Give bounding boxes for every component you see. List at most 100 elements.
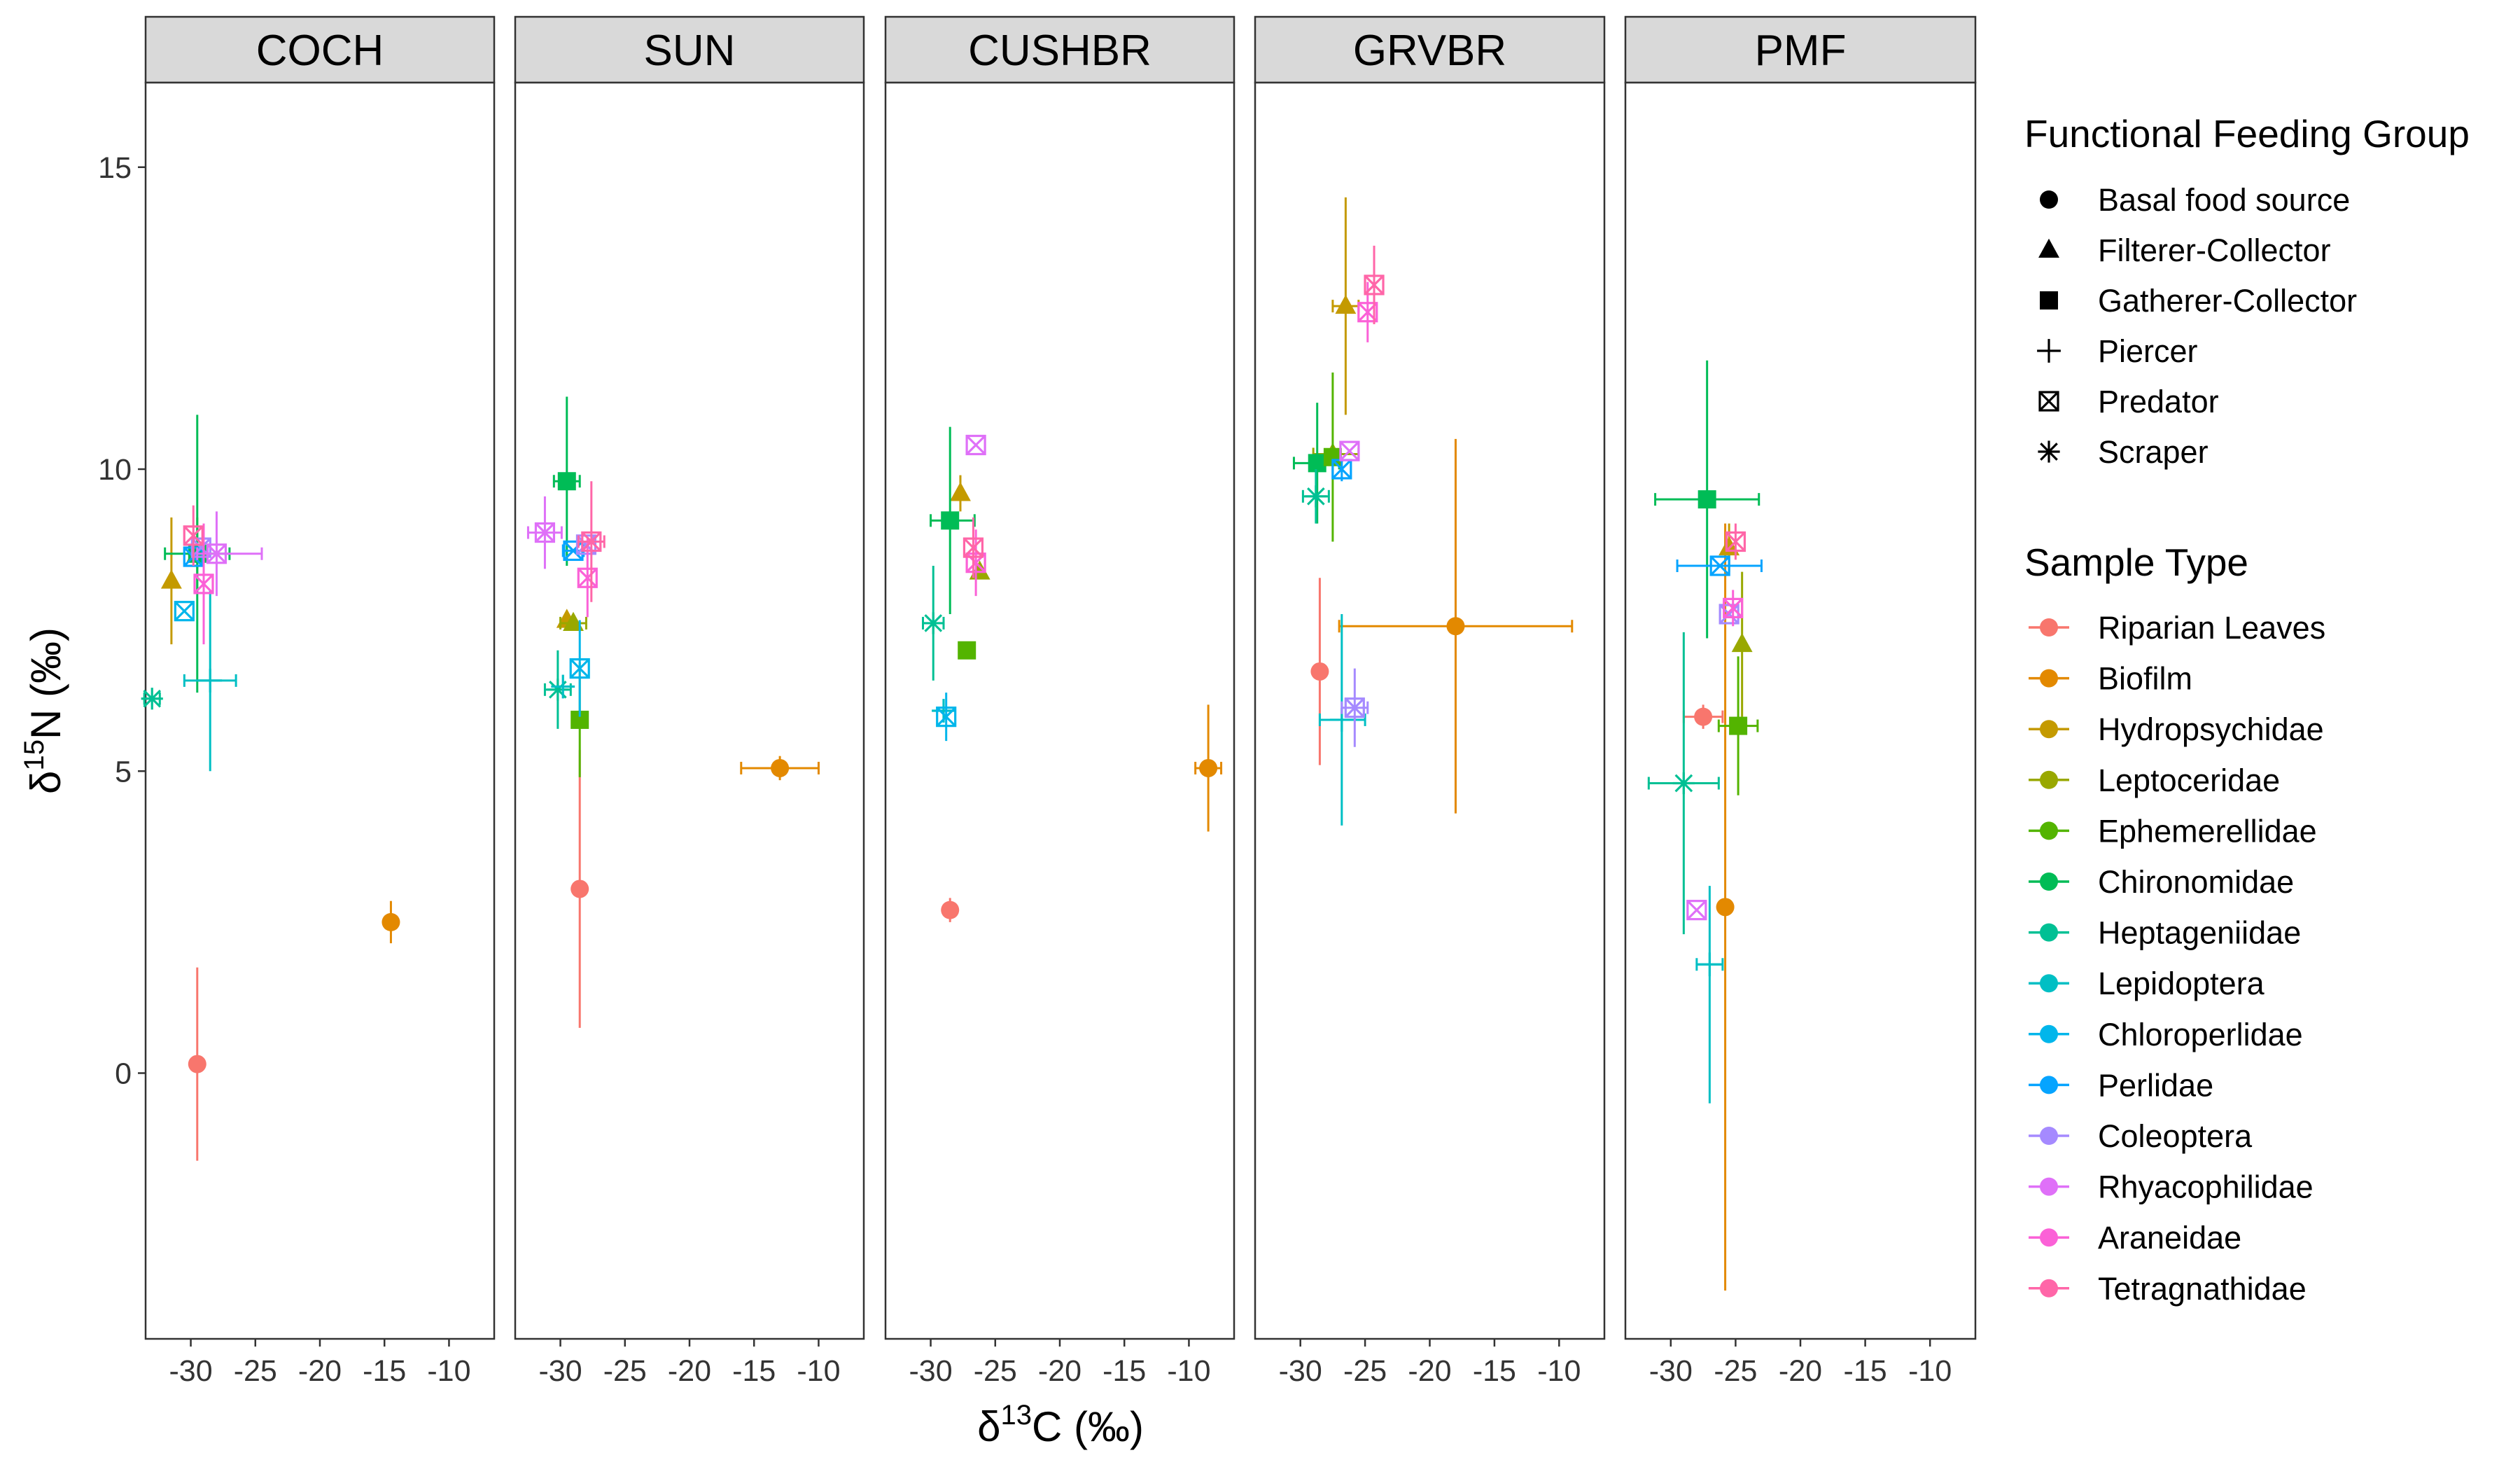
legend-key-dot xyxy=(2040,720,2058,739)
legend-item-rhyacophilidae: Rhyacophilidae xyxy=(2029,1169,2314,1205)
x-tick-label: -25 xyxy=(1714,1354,1757,1388)
x-tick-label: -15 xyxy=(1102,1354,1146,1388)
point-marker xyxy=(1672,772,1695,795)
data-point-coch-rhyacophilidae xyxy=(196,511,263,597)
legend-item-scraper: Scraper xyxy=(2038,434,2208,470)
point-marker xyxy=(1446,617,1465,636)
y-tick-label: 10 xyxy=(98,453,132,487)
point-marker xyxy=(1698,490,1716,509)
point-marker xyxy=(141,688,163,710)
facet-strip-label: COCH xyxy=(256,27,384,75)
data-point-coch-chloroperlidae xyxy=(174,601,195,622)
x-tick-label: -15 xyxy=(1473,1354,1516,1388)
legend-label: Riparian Leaves xyxy=(2098,610,2325,646)
legend-item-lepidoptera: Lepidoptera xyxy=(2029,966,2265,1001)
legend-label: Filterer-Collector xyxy=(2098,232,2331,268)
x-tick-label: -30 xyxy=(909,1354,952,1388)
legend-label: Piercer xyxy=(2098,333,2198,369)
x-tick-label: -25 xyxy=(603,1354,647,1388)
facet-strip-label: GRVBR xyxy=(1353,27,1506,75)
legend-key-square-cross xyxy=(2038,391,2059,412)
x-axis-title: δ13C (‰) xyxy=(977,1400,1144,1450)
legend-label: Gatherer-Collector xyxy=(2098,283,2357,319)
legend-key-triangle xyxy=(2038,238,2059,258)
legend-item-riparian-leaves: Riparian Leaves xyxy=(2029,610,2325,646)
data-point-pmf-leptoceridae xyxy=(1731,571,1753,717)
data-point-cushbr-tetragnathidae xyxy=(962,517,984,578)
legend-key-dot xyxy=(2040,1279,2058,1298)
y-tick-label: 15 xyxy=(98,151,132,185)
data-point-sun-leptoceridae xyxy=(559,611,587,631)
point-marker xyxy=(1709,555,1730,576)
point-marker xyxy=(174,601,195,622)
data-point-sun-tetragnathidae xyxy=(577,481,606,602)
facet-panel xyxy=(144,81,496,1340)
facet-strip-label: CUSHBR xyxy=(968,27,1152,75)
facet-strip-label: SUN xyxy=(644,27,736,75)
x-tick-label: -30 xyxy=(1649,1354,1693,1388)
point-marker xyxy=(1723,597,1744,618)
data-point-cushbr-chironomidae xyxy=(930,426,976,614)
point-marker xyxy=(570,879,589,898)
x-tick-label: -25 xyxy=(974,1354,1017,1388)
point-marker xyxy=(577,567,598,588)
legend-key-dot xyxy=(2040,1177,2058,1196)
point-marker xyxy=(1725,531,1746,552)
legend-label: Lepidoptera xyxy=(2098,966,2265,1001)
data-point-sun-biofilm xyxy=(740,756,820,781)
data-point-cushbr-leptoceridae xyxy=(969,560,990,580)
legend-label: Tetragnathidae xyxy=(2098,1271,2306,1307)
legend-label: Chironomidae xyxy=(2098,864,2294,900)
legend-key-dot xyxy=(2040,618,2058,637)
x-tick-label: -30 xyxy=(169,1354,212,1388)
point-marker xyxy=(1716,898,1735,917)
legend-key-dot xyxy=(2040,821,2058,840)
data-point-coch-heptageniidae xyxy=(141,688,163,710)
data-point-cushbr-rhyacophilidae xyxy=(965,434,986,456)
point-marker xyxy=(183,525,204,546)
point-marker xyxy=(1731,632,1753,653)
point-marker xyxy=(581,531,602,552)
legend-label: Scraper xyxy=(2098,434,2208,470)
point-marker xyxy=(962,537,984,558)
point-marker xyxy=(1694,707,1713,726)
legend-feeding-group: Functional Feeding Group Basal food sourc… xyxy=(2024,112,2470,470)
point-marker xyxy=(941,511,960,530)
data-point-coch-tetragnathidae xyxy=(183,505,204,566)
data-point-grvbr-coleoptera xyxy=(1340,668,1369,747)
legend-item-filterer-collector: Filterer-Collector xyxy=(2038,232,2331,268)
legend-label: Biofilm xyxy=(2098,661,2192,697)
legend-key-dot xyxy=(2040,1127,2058,1145)
facet-strip xyxy=(514,15,865,84)
x-tick-label: -25 xyxy=(1343,1354,1387,1388)
point-marker xyxy=(193,573,214,595)
point-marker xyxy=(922,612,944,634)
legend-label: Basal food source xyxy=(2098,182,2350,218)
point-marker xyxy=(950,482,971,501)
legend-label: Ephemerellidae xyxy=(2098,813,2317,849)
x-tick-label: -20 xyxy=(1408,1354,1451,1388)
legend-item-ephemerellidae: Ephemerellidae xyxy=(2029,813,2317,849)
data-point-cushbr-heptageniidae xyxy=(921,566,945,681)
legend-item-leptoceridae: Leptoceridae xyxy=(2029,763,2280,798)
legend-key-circle xyxy=(2040,190,2058,209)
point-marker xyxy=(1308,454,1326,473)
data-point-pmf-heptageniidae xyxy=(1647,632,1720,935)
point-marker xyxy=(1686,900,1707,921)
data-point-coch-riparian-leaves xyxy=(188,967,206,1161)
point-marker xyxy=(1729,716,1748,735)
point-marker xyxy=(557,472,576,491)
x-tick-label: -20 xyxy=(668,1354,711,1388)
point-marker xyxy=(1364,274,1385,296)
legend-title: Functional Feeding Group xyxy=(2024,112,2470,155)
data-point-pmf-araneidae xyxy=(1723,590,1744,627)
x-tick-label: -30 xyxy=(1279,1354,1322,1388)
legend-key-asterisk xyxy=(2038,440,2060,463)
data-point-grvbr-rhyacophilidae xyxy=(1339,440,1360,461)
legend-key-square xyxy=(2040,291,2058,310)
point-marker xyxy=(547,679,569,701)
data-point-coch-araneidae xyxy=(193,523,214,645)
data-point-pmf-biofilm xyxy=(1716,523,1735,1291)
legend-label: Leptoceridae xyxy=(2098,763,2280,798)
data-point-pmf-lepidoptera xyxy=(1695,886,1724,1104)
